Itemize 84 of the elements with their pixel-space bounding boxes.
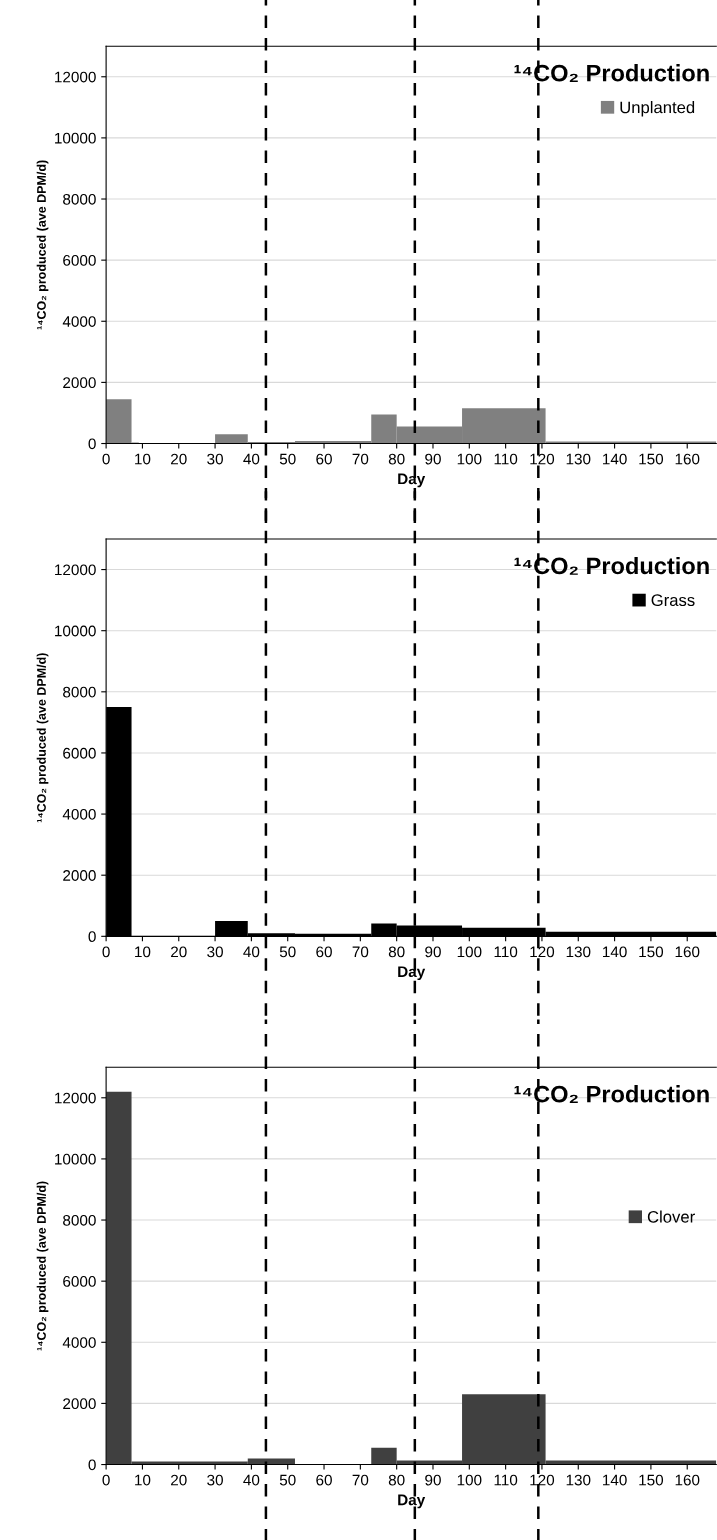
y-tick-label: 2000 bbox=[63, 870, 96, 881]
x-tick-label: 0 bbox=[102, 1474, 110, 1486]
y-tick-label: 2000 bbox=[63, 377, 96, 389]
x-tick-label: 120 bbox=[530, 946, 555, 958]
x-tick-label: 40 bbox=[243, 453, 260, 465]
x-tick-label: 80 bbox=[388, 1474, 405, 1486]
x-tick-label: 110 bbox=[494, 946, 518, 958]
y-tick-label: 0 bbox=[88, 931, 96, 943]
x-tick-label: 20 bbox=[171, 1474, 187, 1486]
text: ¹⁴CO₂ Production bbox=[514, 1085, 709, 1103]
x-tick-label: 0 bbox=[102, 946, 110, 958]
y-tick-label: 6000 bbox=[63, 747, 96, 759]
x-axis-title: Day bbox=[398, 473, 426, 488]
x-tick-label: 140 bbox=[603, 1474, 627, 1486]
y-tick-label: 10000 bbox=[55, 625, 96, 637]
y-tick-label: 6000 bbox=[63, 255, 96, 266]
x-tick-label: 140 bbox=[603, 453, 627, 465]
x-tick-label: 160 bbox=[675, 1474, 700, 1486]
x-tick-label: 100 bbox=[457, 946, 482, 958]
y-tick-label: 8000 bbox=[63, 686, 96, 698]
x-axis-title: Day bbox=[398, 1494, 426, 1509]
legend-label: Clover bbox=[647, 1210, 695, 1223]
x-tick-label: 100 bbox=[457, 453, 482, 465]
x-tick-label: 90 bbox=[425, 946, 441, 958]
x-tick-label: 50 bbox=[279, 453, 296, 465]
text: ¹⁴CO₂ Production bbox=[514, 556, 709, 575]
y-tick-label: 8000 bbox=[63, 193, 96, 205]
x-tick-label: 70 bbox=[352, 1474, 369, 1486]
y-tick-label: 0 bbox=[88, 1459, 96, 1471]
x-tick-label: 70 bbox=[352, 946, 369, 958]
x-tick-label: 30 bbox=[207, 1474, 223, 1486]
y-tick-label: 8000 bbox=[63, 1214, 96, 1226]
y-tick-label: 12000 bbox=[55, 71, 96, 83]
y-tick-label: 12000 bbox=[55, 564, 96, 576]
x-tick-label: 10 bbox=[135, 946, 151, 958]
x-tick-label: 130 bbox=[566, 946, 591, 958]
x-tick-label: 30 bbox=[207, 453, 223, 465]
x-tick-label: 110 bbox=[494, 453, 518, 465]
x-tick-label: 20 bbox=[171, 946, 187, 958]
x-tick-label: 160 bbox=[675, 946, 700, 958]
x-tick-label: 80 bbox=[388, 453, 405, 465]
x-tick-label: 40 bbox=[243, 1474, 260, 1486]
y-tick-label: 4000 bbox=[62, 316, 96, 327]
x-tick-label: 10 bbox=[135, 453, 151, 465]
y-tick-label: 4000 bbox=[62, 1337, 96, 1348]
x-tick-label: 130 bbox=[566, 1474, 591, 1486]
y-axis-title: ¹⁴CO₂ produced (ave DPM/d) bbox=[36, 1181, 49, 1351]
x-tick-label: 130 bbox=[566, 453, 591, 465]
y-tick-label: 0 bbox=[88, 438, 96, 450]
x-tick-label: 60 bbox=[316, 453, 332, 465]
text: ¹⁴CO₂ Production bbox=[514, 64, 709, 82]
x-axis-title: Day bbox=[398, 966, 426, 981]
y-tick-label: 10000 bbox=[55, 1153, 96, 1165]
x-tick-label: 120 bbox=[530, 1474, 555, 1486]
x-tick-label: 150 bbox=[639, 453, 664, 465]
x-tick-label: 70 bbox=[352, 453, 369, 465]
x-tick-label: 20 bbox=[171, 453, 187, 465]
x-tick-label: 40 bbox=[243, 946, 260, 958]
legend-label: Grass bbox=[651, 594, 695, 607]
x-tick-label: 0 bbox=[102, 453, 110, 465]
y-tick-label: 2000 bbox=[63, 1398, 96, 1410]
x-tick-label: 30 bbox=[207, 946, 223, 958]
x-tick-label: 140 bbox=[603, 946, 627, 958]
y-tick-label: 4000 bbox=[62, 808, 96, 820]
x-tick-label: 60 bbox=[316, 946, 332, 958]
x-tick-label: 150 bbox=[639, 1474, 664, 1486]
x-tick-label: 110 bbox=[494, 1474, 518, 1486]
x-tick-label: 10 bbox=[135, 1474, 151, 1486]
x-tick-label: 50 bbox=[279, 946, 296, 958]
x-tick-label: 160 bbox=[675, 453, 700, 465]
x-tick-label: 50 bbox=[279, 1474, 296, 1486]
y-axis-title: ¹⁴CO₂ produced (ave DPM/d) bbox=[36, 653, 49, 823]
x-tick-label: 90 bbox=[425, 453, 441, 465]
x-tick-label: 100 bbox=[457, 1474, 482, 1486]
x-tick-label: 80 bbox=[388, 946, 405, 958]
x-tick-label: 120 bbox=[530, 453, 555, 465]
y-axis-title: ¹⁴CO₂ produced (ave DPM/d) bbox=[36, 160, 49, 330]
y-tick-label: 10000 bbox=[55, 132, 96, 144]
y-tick-label: 6000 bbox=[63, 1276, 96, 1287]
x-tick-label: 60 bbox=[316, 1474, 332, 1486]
legend-label: Unplanted bbox=[620, 101, 695, 117]
x-tick-label: 150 bbox=[639, 946, 664, 958]
y-tick-label: 12000 bbox=[55, 1092, 96, 1104]
x-tick-label: 90 bbox=[425, 1474, 441, 1486]
